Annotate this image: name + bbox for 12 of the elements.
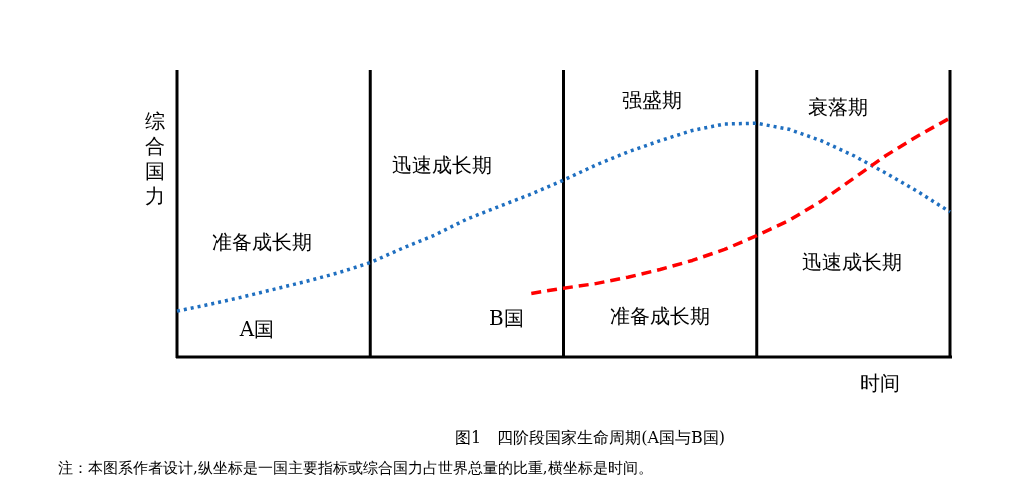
text: 注：本图系作者设计,纵坐标是一国主要指标或综合国力占世界总量的比重,横坐标是时间。	[58, 459, 653, 477]
annotation: 准备成长期	[212, 230, 312, 254]
text: 图1 四阶段国家生命周期(A国与B国)	[455, 428, 725, 447]
series-label: B国	[488, 306, 524, 331]
annotation: 衰落期	[808, 95, 868, 119]
annotation: 准备成长期	[610, 304, 710, 328]
annotation: 迅速成长期	[802, 250, 902, 274]
text: 强盛期	[622, 88, 682, 112]
y-axis-title: 综合国力	[145, 109, 165, 208]
annotation: 迅速成长期	[392, 153, 492, 177]
x-axis-title: 时间	[860, 371, 900, 395]
series-label: A国	[238, 317, 275, 342]
